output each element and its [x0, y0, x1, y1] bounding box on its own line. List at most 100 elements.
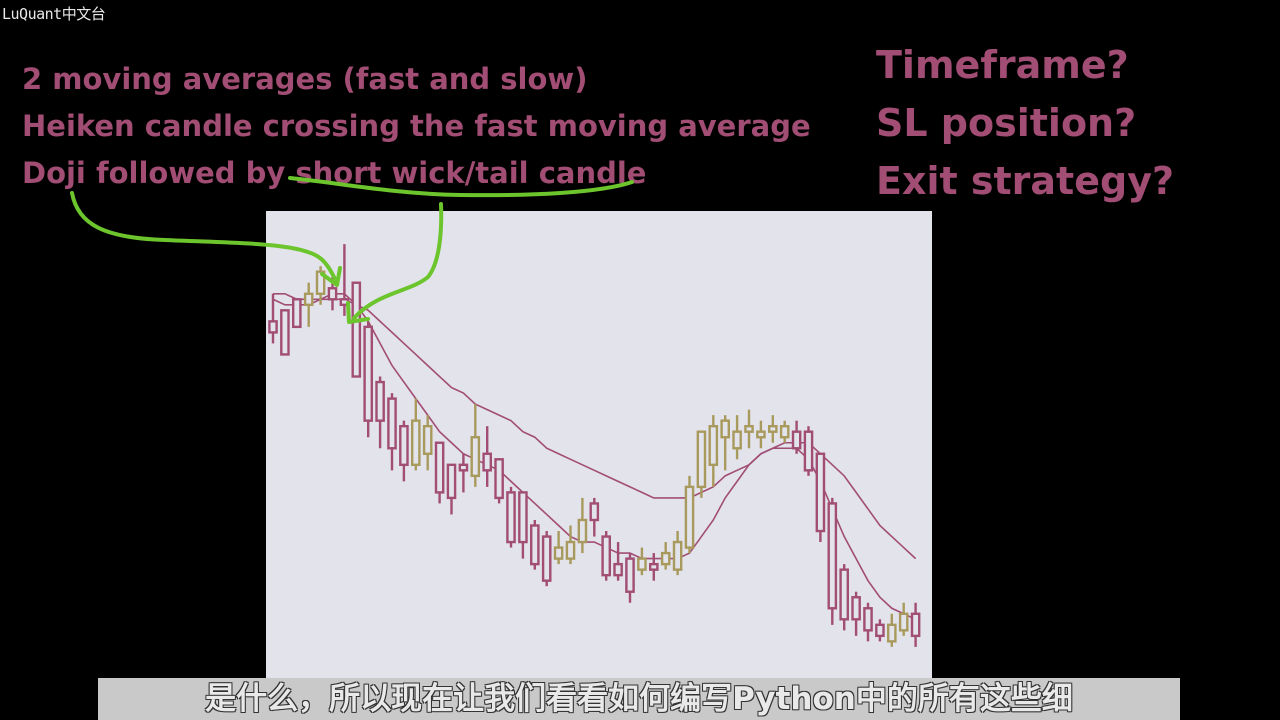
candle-body [589, 502, 600, 522]
heiken-candle [292, 298, 302, 329]
heiken-candle [660, 542, 671, 570]
candle-body [672, 540, 683, 571]
candle-body [482, 452, 493, 472]
candle-body [315, 270, 326, 295]
candle-body [660, 551, 671, 566]
candle-body [898, 612, 909, 632]
heiken-candle [280, 309, 290, 356]
candle-body [339, 298, 350, 307]
heiken-candle [327, 277, 338, 311]
candlestick-chart [266, 211, 932, 680]
candle-body [863, 607, 873, 632]
candle-body [363, 325, 373, 422]
candle-body [910, 612, 921, 638]
candle-body [803, 430, 814, 472]
candle-body [375, 380, 385, 422]
heiken-candle [422, 415, 433, 471]
candle-body [637, 557, 647, 571]
heiken-candle [565, 525, 576, 565]
candle-body [887, 623, 897, 643]
heiken-candle [839, 564, 849, 631]
heiken-candle [387, 393, 397, 471]
heiken-candle [779, 420, 790, 443]
heiken-candle [744, 409, 754, 449]
open-questions: Timeframe? SL position? Exit strategy? [876, 36, 1174, 210]
candle-body [303, 292, 314, 307]
candle-body [410, 419, 421, 467]
candle-body [815, 452, 826, 533]
channel-watermark: LuQuant中文台 [2, 5, 106, 23]
heiken-candle [363, 321, 373, 438]
candle-body [565, 540, 576, 560]
strategy-notes: 2 moving averages (fast and slow) Heiken… [22, 56, 811, 197]
candle-body [613, 562, 623, 577]
heiken-candle [649, 553, 659, 581]
candle-body [625, 557, 635, 593]
candle-body [399, 424, 409, 467]
candle-body [768, 424, 778, 433]
candle-body [839, 568, 849, 621]
heiken-candle [434, 441, 445, 504]
heiken-candle [399, 420, 409, 482]
candle-body [518, 491, 528, 544]
candle-body [541, 535, 552, 582]
candle-body [744, 424, 754, 433]
heiken-candle [696, 430, 707, 498]
candle-body [791, 430, 802, 450]
heiken-candle [768, 415, 778, 443]
heiken-candle [303, 282, 314, 327]
note-line-moving-averages: 2 moving averages (fast and slow) [22, 62, 588, 96]
subtitle-caption: 是什么，所以现在让我们看看如何编写Python中的所有这些细 [98, 678, 1180, 720]
candle-body [601, 535, 612, 577]
candle-body [779, 424, 790, 439]
heiken-candle [672, 531, 683, 576]
candle-body [280, 309, 290, 356]
heiken-candle [494, 458, 504, 504]
question-exit-strategy: Exit strategy? [876, 159, 1175, 203]
heiken-candle [577, 497, 588, 554]
candle-body [530, 524, 540, 566]
heiken-candle [553, 531, 564, 565]
heiken-candle [375, 376, 385, 449]
heiken-candle [589, 497, 600, 537]
candle-body [875, 623, 885, 638]
heiken-candle [851, 591, 861, 636]
heiken-candle [351, 281, 362, 378]
candle-body [292, 298, 302, 329]
question-timeframe: Timeframe? [876, 43, 1129, 87]
heiken-candle [887, 613, 897, 647]
heiken-candle [910, 602, 921, 647]
candle-body [827, 502, 838, 610]
candle-body [446, 463, 457, 500]
heiken-candle [625, 553, 635, 603]
chart-canvas [268, 244, 921, 647]
heiken-candle [791, 420, 802, 454]
heiken-candle [613, 542, 623, 581]
heiken-candle [601, 531, 612, 581]
heiken-candle [518, 491, 528, 559]
candle-body [434, 441, 445, 494]
heiken-candle [637, 547, 647, 576]
question-sl-position: SL position? [876, 101, 1137, 145]
heiken-candle [410, 398, 421, 471]
heiken-candle [470, 404, 481, 487]
candle-body [327, 287, 338, 301]
candle-body [851, 596, 861, 621]
note-line-doji: Doji followed by short wick/tail candle [22, 156, 647, 190]
heiken-candle [732, 415, 742, 460]
candle-body [458, 463, 469, 472]
heiken-candle [446, 463, 457, 515]
heiken-candle [863, 602, 873, 642]
heiken-candle [506, 486, 516, 548]
heiken-candle [541, 531, 552, 587]
heiken-candle [815, 452, 826, 543]
heiken-candle [803, 426, 814, 476]
candle-body [684, 485, 695, 549]
candle-body [708, 424, 719, 467]
heiken-candle [684, 475, 695, 554]
heiken-candle [482, 426, 493, 487]
candle-body [732, 430, 742, 450]
candle-body [268, 320, 278, 334]
candle-body [649, 562, 659, 571]
candle-body [494, 458, 504, 500]
